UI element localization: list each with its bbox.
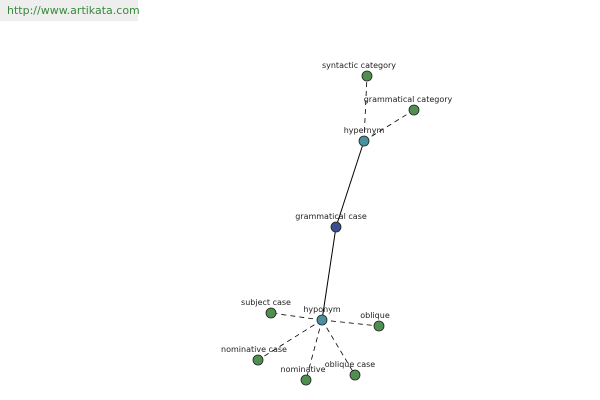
node[interactable] <box>300 374 312 386</box>
node-label: syntactic category <box>322 61 396 70</box>
node[interactable] <box>330 221 342 233</box>
node-label: grammatical category <box>364 95 453 104</box>
edge <box>305 319 323 381</box>
node-label: hyponym <box>303 305 341 314</box>
edge <box>321 226 337 321</box>
edge <box>321 319 356 376</box>
edge <box>335 140 365 228</box>
edge <box>321 319 380 327</box>
node[interactable] <box>361 70 373 82</box>
node-label: nominative case <box>221 345 287 354</box>
node[interactable] <box>358 135 370 147</box>
site-url[interactable]: http://www.artikata.com <box>0 0 140 21</box>
node-label: hypernym <box>344 126 385 135</box>
node-label: grammatical case <box>295 212 367 221</box>
node[interactable] <box>316 314 328 326</box>
node-label: nominative <box>281 365 326 374</box>
edge <box>363 75 368 142</box>
node-label: oblique <box>360 311 390 320</box>
node-label: oblique case <box>325 360 376 369</box>
node[interactable] <box>408 104 420 116</box>
edge <box>257 319 323 361</box>
node[interactable] <box>265 307 277 319</box>
edge <box>363 109 415 142</box>
node[interactable] <box>252 354 264 366</box>
node-label: subject case <box>241 298 291 307</box>
node[interactable] <box>349 369 361 381</box>
edge <box>270 312 323 321</box>
node[interactable] <box>373 320 385 332</box>
